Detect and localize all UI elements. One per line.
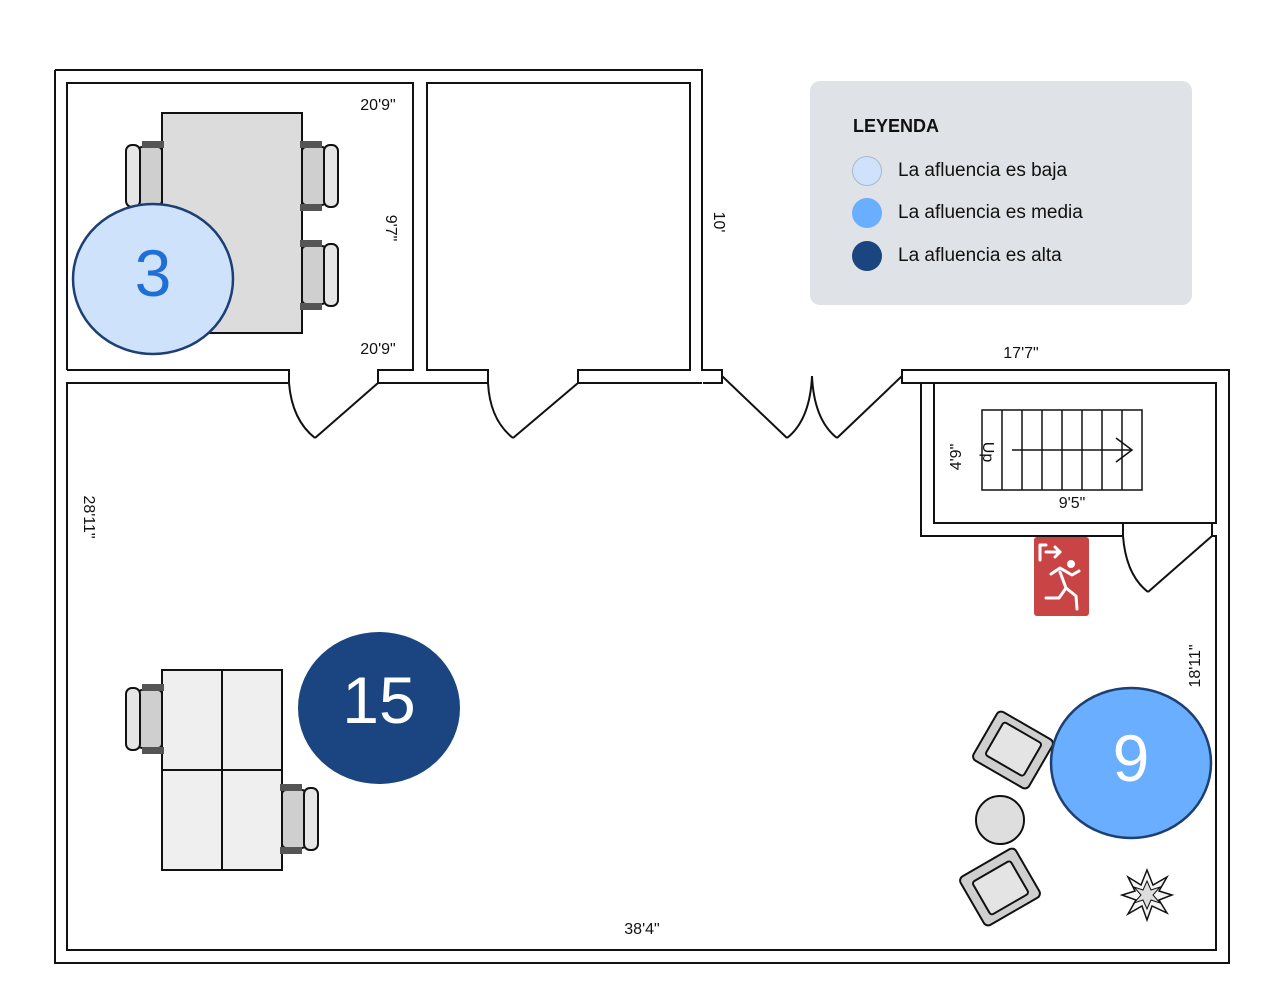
stairs-label: Up	[979, 442, 996, 463]
desk-cluster	[161, 669, 283, 871]
dim-left-wall: 28'11"	[80, 495, 97, 538]
dim-corridor: 10'	[710, 212, 727, 233]
legend-label-high: La afluencia es alta	[898, 245, 1062, 266]
armchair	[972, 710, 1054, 790]
dim-stair-width: 9'5"	[1059, 495, 1086, 512]
chair-icon	[125, 140, 165, 212]
chair-icon	[299, 239, 339, 311]
plant-icon	[1119, 867, 1175, 923]
chair-icon	[125, 683, 165, 755]
legend-dot-low	[852, 156, 882, 186]
dim-stair-room-top: 17'7"	[1003, 345, 1038, 362]
occupancy-count-lounge: 9	[1113, 721, 1150, 795]
dim-meeting-side: 9'7"	[382, 215, 399, 242]
occupancy-count-meeting: 3	[135, 236, 172, 310]
emergency-exit-icon	[1034, 537, 1089, 616]
dim-meeting-top: 20'9"	[360, 97, 395, 114]
legend: LEYENDA La afluencia es baja La afluenci…	[810, 81, 1192, 305]
legend-title: LEYENDA	[853, 116, 940, 136]
occupancy-bubble-meeting: 3	[71, 202, 235, 356]
armchair	[959, 847, 1041, 927]
dim-stair-height: 4'9"	[948, 444, 965, 471]
legend-item-high: La afluencia es alta	[852, 239, 1062, 273]
dim-bottom-wall: 38'4"	[624, 921, 659, 938]
legend-label-medium: La afluencia es media	[898, 202, 1083, 223]
side-table	[975, 795, 1025, 845]
legend-dot-high	[852, 241, 882, 271]
staircase	[981, 409, 1143, 491]
occupancy-count-open-area: 15	[342, 663, 415, 737]
dim-meeting-bottom: 20'9"	[360, 341, 395, 358]
outer-walls	[54, 69, 1230, 964]
chair-icon	[279, 783, 319, 855]
legend-item-low: La afluencia es baja	[852, 154, 1067, 188]
legend-item-medium: La afluencia es media	[852, 196, 1083, 230]
legend-dot-medium	[852, 198, 882, 228]
doors	[288, 375, 1213, 593]
occupancy-bubble-lounge: 9	[1049, 686, 1213, 840]
legend-label-low: La afluencia es baja	[898, 160, 1068, 181]
dim-right-wall: 18'11"	[1187, 644, 1204, 687]
chair-icon	[299, 140, 339, 212]
occupancy-bubble-open-area: 15	[298, 632, 460, 784]
